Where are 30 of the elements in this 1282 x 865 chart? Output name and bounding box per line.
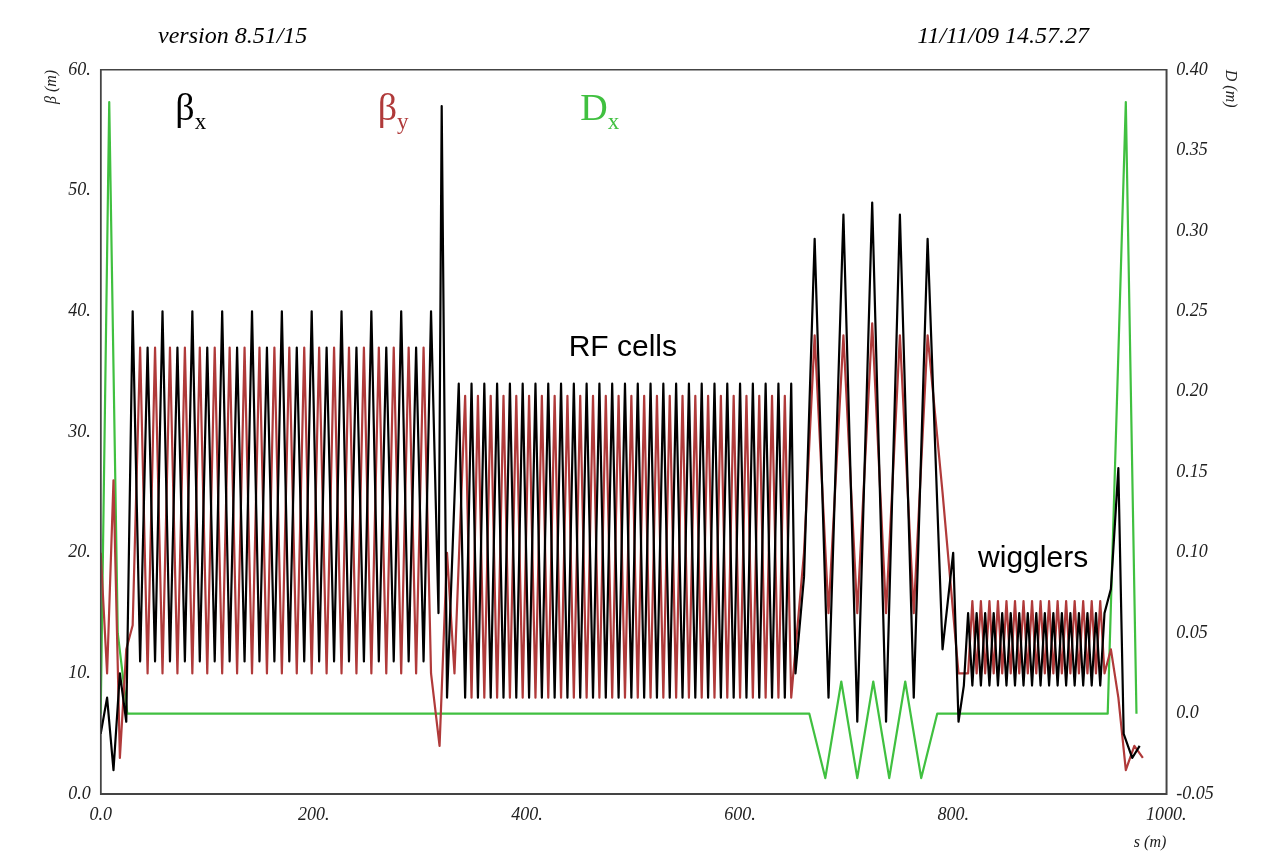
y2-tick-label: 0.35 [1176,139,1208,160]
y2-tick-label: 0.15 [1176,460,1208,481]
y2-axis-title: D (m) [1222,68,1241,108]
y2-tick-label: 0.30 [1176,219,1208,240]
y-tick-label: 10. [68,662,91,683]
text: 11/11/09 14.57.27 [917,22,1089,50]
x-tick-label: 1000. [1146,803,1187,824]
x-tick-label: 0.0 [89,803,112,824]
x-tick-label: 400. [511,803,543,824]
y-tick-label: 40. [68,300,91,320]
y-tick-label: 50. [68,179,91,200]
y2-tick-label: 0.20 [1176,380,1208,401]
y2-tick-label: 0.05 [1176,621,1208,642]
y-tick-label: 0.0 [68,782,91,803]
y2-tick-label: -0.05 [1176,782,1214,803]
x-tick-label: 800. [937,803,969,824]
annotation: RF cells [568,328,678,362]
text: version 8.51/15 [158,22,308,50]
y2-tick-label: 0.40 [1176,58,1208,79]
x-tick-label: 600. [724,803,756,824]
x-tick-label: 200. [298,803,330,824]
y-tick-label: 30. [67,420,91,441]
x-axis-title: s (m) [1133,832,1167,851]
y-axis-title: β (m) [41,69,60,105]
annotation: wigglers [977,540,1089,574]
y2-tick-label: 0.0 [1176,702,1199,723]
y-tick-label: 60. [68,58,91,79]
y-tick-label: 20. [68,541,91,562]
y2-tick-label: 0.10 [1176,541,1208,562]
y2-tick-label: 0.25 [1176,300,1208,320]
